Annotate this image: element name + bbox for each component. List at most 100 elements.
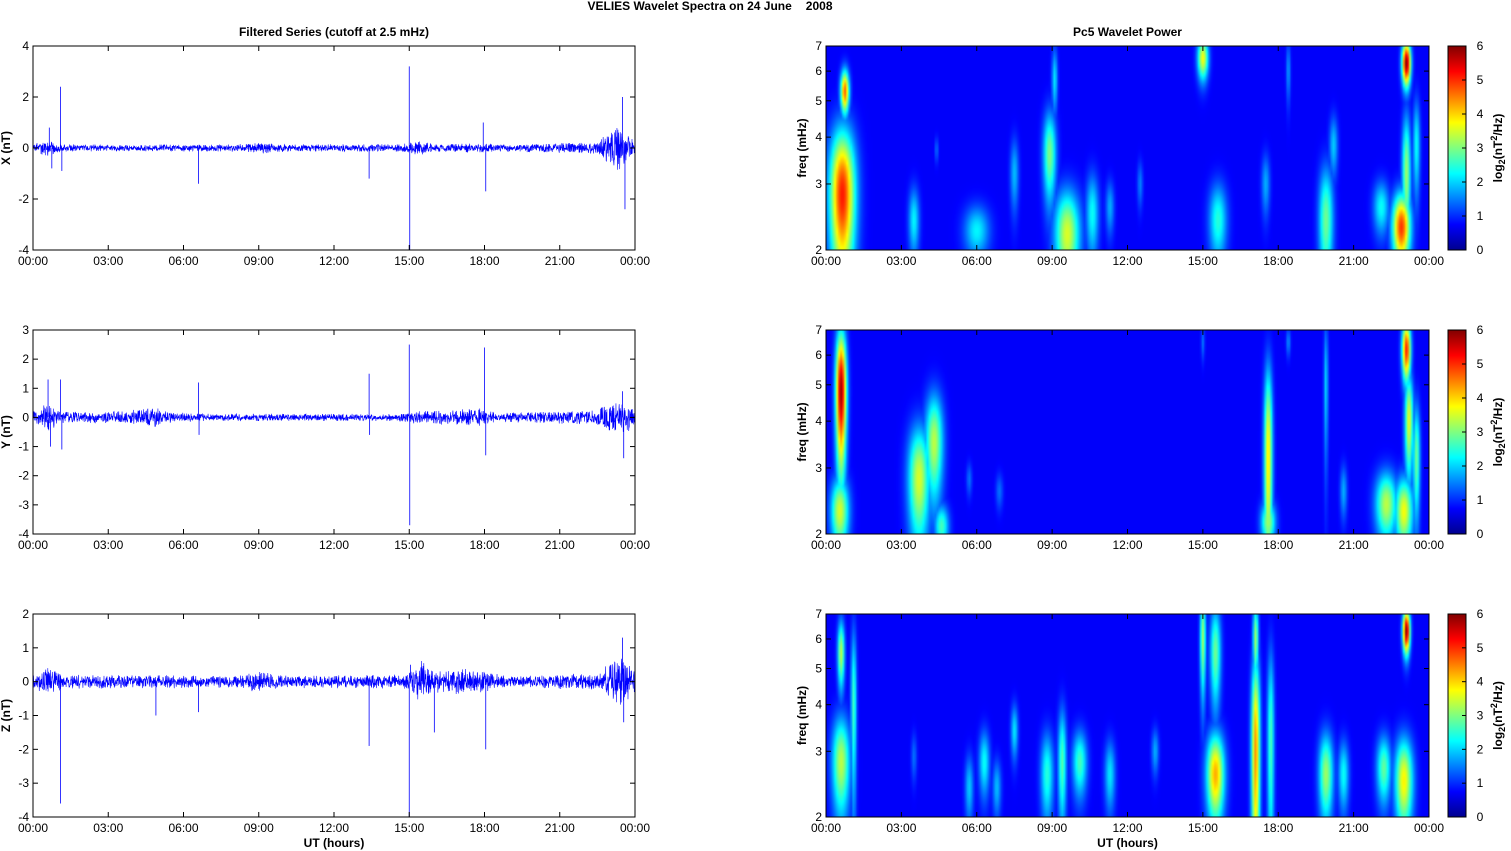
y-tick-label: -3 <box>18 498 29 512</box>
colorbar-tick-label: 4 <box>1477 391 1484 405</box>
y-tick-label: 4 <box>22 39 29 53</box>
timeseries-x-tick-label: 18:00 <box>469 538 499 552</box>
colorbar-tick-label: 2 <box>1477 459 1484 473</box>
wavelet-x-tick-label: 03:00 <box>886 821 916 835</box>
colorbar-tick-label: 0 <box>1477 527 1484 541</box>
y-tick-label: 6 <box>815 348 822 362</box>
timeseries-line <box>32 658 636 705</box>
colorbar-label: log2(nT2/Hz) <box>1489 398 1507 467</box>
y-tick-label: 5 <box>815 662 822 676</box>
x-axis-label: UT (hours) <box>304 836 365 850</box>
colorbar-tick-label: 5 <box>1477 357 1484 371</box>
y-tick-label: -4 <box>18 810 29 824</box>
wavelet-x-tick-label: 00:00 <box>811 821 841 835</box>
y-tick-label: 1 <box>22 381 29 395</box>
colorbar-tick-label: 5 <box>1477 641 1484 655</box>
wavelet-power-image <box>826 46 1429 250</box>
y-tick-label: -2 <box>18 192 29 206</box>
timeseries-x-tick-label: 09:00 <box>244 254 274 268</box>
y-axis-label: Y (nT) <box>0 415 13 449</box>
y-axis-label: Z (nT) <box>0 699 13 732</box>
timeseries-x-tick-label: 12:00 <box>319 538 349 552</box>
y-axis-label: freq (mHz) <box>795 118 809 177</box>
y-tick-label: -2 <box>18 742 29 756</box>
y-axis-label: X (nT) <box>0 131 13 165</box>
timeseries-x-tick-label: 21:00 <box>545 254 575 268</box>
wavelet-x-tick-label: 12:00 <box>1112 254 1142 268</box>
wavelet-x-tick-label: 21:00 <box>1339 538 1369 552</box>
timeseries-x-tick-label: 03:00 <box>93 538 123 552</box>
y-tick-label: 0 <box>22 410 29 424</box>
timeseries-x-tick-label: 06:00 <box>168 821 198 835</box>
timeseries-x-tick-label: 00:00 <box>18 538 48 552</box>
y-tick-label: 5 <box>815 94 822 108</box>
timeseries-x-tick-label: 12:00 <box>319 254 349 268</box>
colorbar: 6 5 4 3 2 1 0 log2(nT2/Hz) <box>1447 607 1507 824</box>
colorbar-tick-label: 4 <box>1477 107 1484 121</box>
colorbar-tick-label: 4 <box>1477 675 1484 689</box>
wavelet-x-tick-label: 09:00 <box>1037 538 1067 552</box>
wavelet-x-tick-label: 00:00 <box>811 254 841 268</box>
wavelet-x-tick-label: 18:00 <box>1263 821 1293 835</box>
timeseries-x-tick-label: 00:00 <box>620 821 650 835</box>
colorbar-tick-label: 0 <box>1477 243 1484 257</box>
timeseries-x-tick-label: 03:00 <box>93 254 123 268</box>
chart-title: Filtered Series (cutoff at 2.5 mHz) <box>239 25 429 39</box>
y-tick-label: 0 <box>22 675 29 689</box>
timeseries-x-tick-label: 18:00 <box>469 254 499 268</box>
y-tick-label: -4 <box>18 243 29 257</box>
wavelet-x-tick-label: 00:00 <box>1414 538 1444 552</box>
colorbar-tick-label: 6 <box>1477 39 1484 53</box>
wavelet-x-tick-label: 15:00 <box>1188 538 1218 552</box>
timeseries-x-tick-label: 15:00 <box>394 254 424 268</box>
timeseries-x-tick-label: 12:00 <box>319 821 349 835</box>
timeseries-x-tick-label: 21:00 <box>545 538 575 552</box>
timeseries-line <box>32 403 636 432</box>
y-tick-label: -3 <box>18 776 29 790</box>
colorbar-tick-label: 3 <box>1477 141 1484 155</box>
colorbar-tick-label: 6 <box>1477 323 1484 337</box>
chart-title: Pc5 Wavelet Power <box>1073 25 1182 39</box>
plot-frame <box>32 329 636 535</box>
colorbar: 6 5 4 3 2 1 0 log2(nT2/Hz) <box>1447 39 1507 257</box>
y-tick-label: 3 <box>815 744 822 758</box>
timeseries-x-tick-label: 00:00 <box>620 254 650 268</box>
wavelet-power-image <box>826 330 1429 534</box>
wavelet-x-tick-label: 15:00 <box>1188 254 1218 268</box>
y-tick-label: 4 <box>815 698 822 712</box>
timeseries-x-tick-label: 21:00 <box>545 821 575 835</box>
colorbar-tick-label: 2 <box>1477 742 1484 756</box>
wavelet-x-tick-label: 21:00 <box>1339 254 1369 268</box>
colorbar-tick-label: 0 <box>1477 810 1484 824</box>
timeseries-x-tick-label: 18:00 <box>469 821 499 835</box>
y-tick-label: -1 <box>18 709 29 723</box>
wavelet-x-tick-label: 18:00 <box>1263 538 1293 552</box>
y-tick-label: 4 <box>815 130 822 144</box>
colorbar-tick-label: 5 <box>1477 73 1484 87</box>
wavelet-x-tick-label: 00:00 <box>811 538 841 552</box>
y-axis-label: freq (mHz) <box>795 686 809 745</box>
colorbar-label: log2(nT2/Hz) <box>1489 114 1507 183</box>
timeseries-x-tick-label: 06:00 <box>168 538 198 552</box>
y-tick-label: 3 <box>815 461 822 475</box>
y-tick-label: 2 <box>815 243 822 257</box>
y-tick-label: 7 <box>815 323 822 337</box>
wavelet-x-tick-label: 06:00 <box>962 538 992 552</box>
timeseries-x-tick-label: 15:00 <box>394 538 424 552</box>
y-tick-label: 2 <box>22 607 29 621</box>
timeseries-x-tick-label: 03:00 <box>93 821 123 835</box>
y-tick-label: -4 <box>18 527 29 541</box>
timeseries-x-tick-label: 06:00 <box>168 254 198 268</box>
y-tick-label: 7 <box>815 39 822 53</box>
wavelet-x-tick-label: 12:00 <box>1112 821 1142 835</box>
timeseries-x-tick-label: 09:00 <box>244 821 274 835</box>
wavelet-x-tick-label: 15:00 <box>1188 821 1218 835</box>
colorbar-tick-label: 3 <box>1477 425 1484 439</box>
y-tick-label: 2 <box>815 810 822 824</box>
timeseries-line <box>32 127 636 170</box>
colorbar-tick-label: 2 <box>1477 175 1484 189</box>
timeseries-panel-x: 420-2-400:00 03:00 06:00 09:00 12:00 15:00 18:… <box>0 25 650 268</box>
wavelet-x-tick-label: 21:00 <box>1339 821 1369 835</box>
